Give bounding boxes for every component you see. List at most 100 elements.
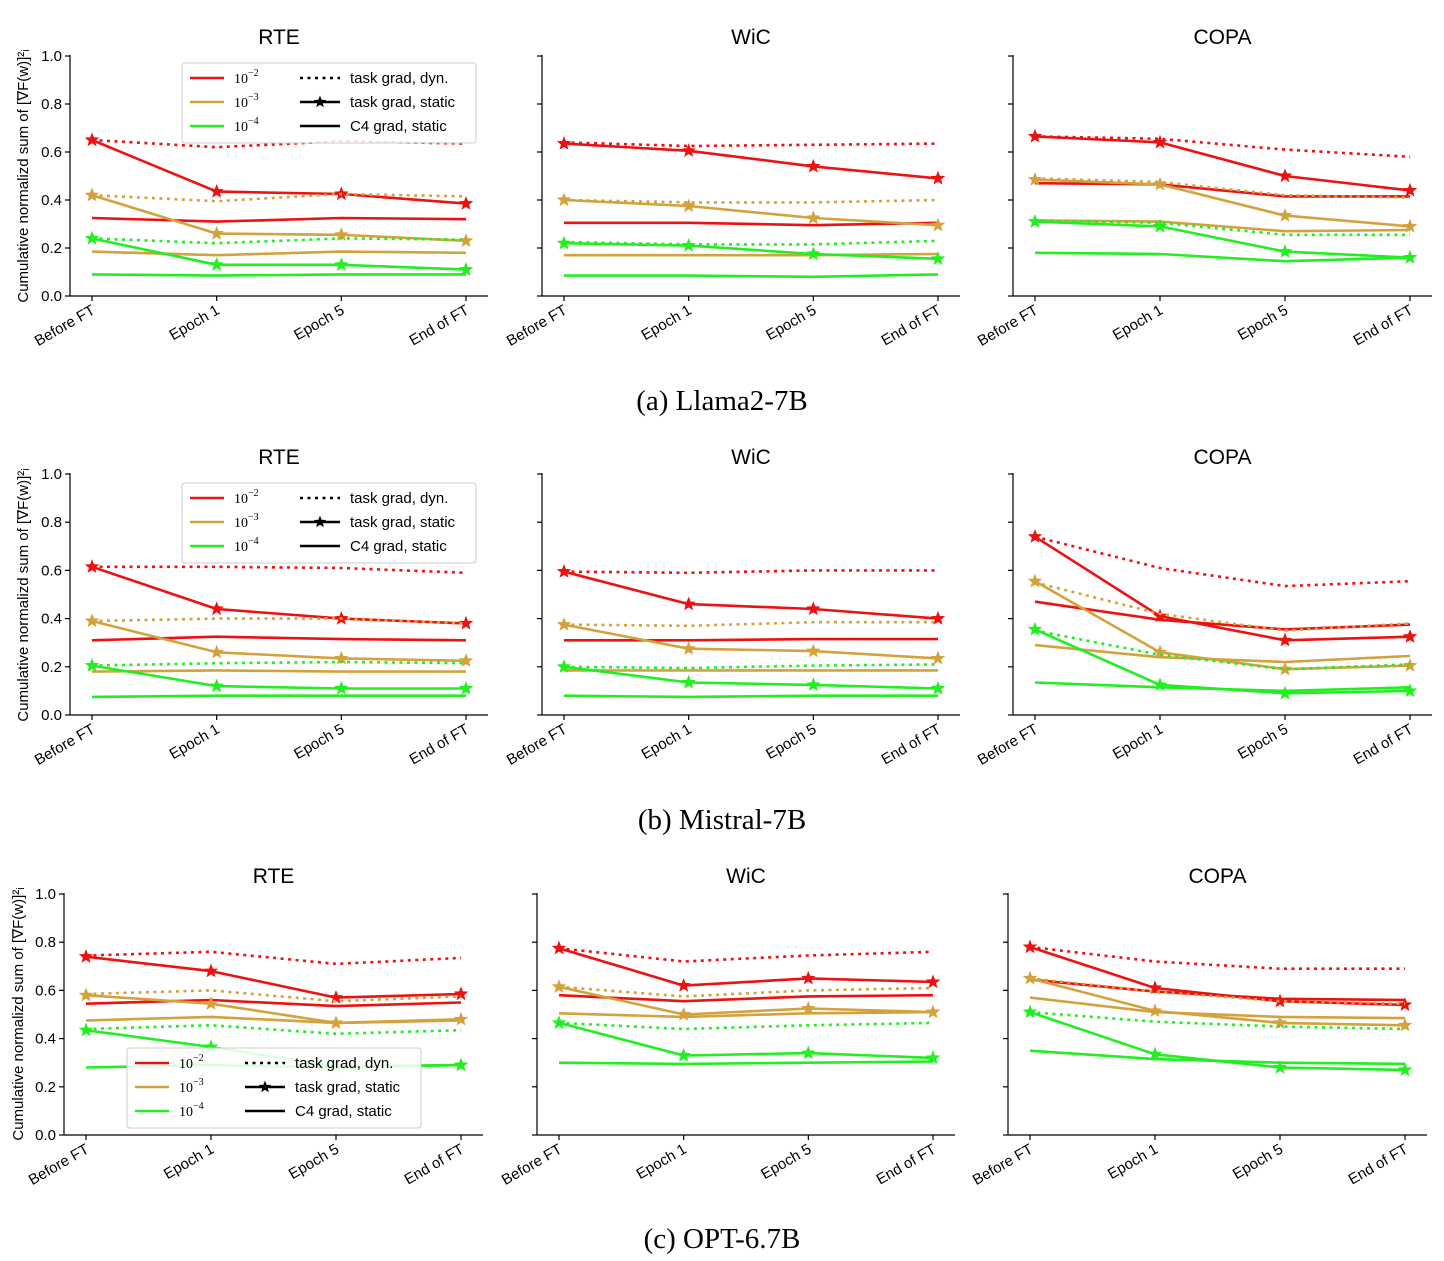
series-line-lr_1e-2-star bbox=[85, 955, 462, 999]
x-tick-label: End of FT bbox=[1350, 721, 1416, 769]
legend: 10−2 10−3 10−4 task grad, dyn. task grad, st… bbox=[181, 62, 477, 144]
x-tick-label: Epoch 5 bbox=[1235, 302, 1291, 344]
series-line-lr_1e-4-dotted bbox=[558, 1021, 934, 1031]
series-line-lr_1e-2-solid bbox=[1034, 600, 1411, 631]
panel-wic: Before FT Epoch 1 Epoch 5 End of FT WiC bbox=[499, 865, 955, 1189]
series-point-lr_1e-4 bbox=[1277, 685, 1293, 700]
series-line-lr_1e-3-dotted bbox=[1034, 581, 1411, 632]
legend-label-lr: 10−4 bbox=[234, 116, 259, 135]
series-line-lr_1e-2-dotted bbox=[1034, 135, 1411, 159]
series-point-lr_1e-3 bbox=[453, 1011, 469, 1026]
x-tick-label: Epoch 5 bbox=[758, 1141, 814, 1183]
legend: 10−2 10−3 10−4 task grad, dyn. task grad, st… bbox=[126, 1047, 422, 1129]
x-tick-label: End of FT bbox=[1345, 1141, 1411, 1189]
series-line-lr_1e-3-dotted bbox=[91, 617, 467, 625]
legend-label-lr: 10−2 bbox=[234, 68, 259, 87]
y-tick-label: 0.0 bbox=[41, 707, 62, 724]
series-line-lr_1e-2-star bbox=[91, 138, 467, 205]
series-line-lr_1e-4-star bbox=[1034, 220, 1411, 259]
series-point-lr_1e-4 bbox=[84, 657, 100, 672]
y-tick-label: 0.8 bbox=[41, 514, 62, 531]
series-point-lr_1e-2 bbox=[1277, 632, 1293, 647]
series-point-lr_1e-4 bbox=[556, 235, 572, 250]
panel-wic: Before FT Epoch 1 Epoch 5 End of FT WiC bbox=[504, 26, 960, 350]
x-tick-label: End of FT bbox=[401, 1141, 467, 1189]
x-tick-label: Before FT bbox=[504, 302, 570, 350]
series-line-lr_1e-2-star bbox=[563, 570, 939, 620]
legend-label-style: C4 grad, static bbox=[350, 118, 447, 135]
legend-label-style: task grad, dyn. bbox=[295, 1055, 393, 1072]
series-point-lr_1e-3 bbox=[551, 979, 567, 993]
series-point-lr_1e-3 bbox=[1402, 218, 1418, 233]
panel-copa: Before FT Epoch 1 Epoch 5 End of FT COPA bbox=[970, 865, 1427, 1189]
series-point-lr_1e-4 bbox=[1152, 218, 1168, 233]
series-point-lr_1e-4 bbox=[1147, 1046, 1163, 1061]
series-point-lr_1e-3 bbox=[801, 1000, 816, 1015]
y-tick-label: 0.0 bbox=[41, 288, 62, 305]
y-tick-label: 1.0 bbox=[41, 466, 62, 483]
panel-copa: Before FT Epoch 1 Epoch 5 End of FT COPA bbox=[975, 26, 1432, 350]
series-line-lr_1e-3-dotted bbox=[85, 989, 462, 1003]
series-point-lr_1e-4 bbox=[1027, 621, 1043, 636]
series-point-lr_1e-4 bbox=[1272, 1059, 1288, 1074]
subfigure-caption: (a) Llama2-7B bbox=[636, 385, 808, 417]
y-tick-label: 0.4 bbox=[35, 1031, 56, 1048]
series-point-lr_1e-3 bbox=[1402, 657, 1418, 672]
series-line-lr_1e-3-dotted bbox=[91, 192, 467, 203]
y-tick-label: 1.0 bbox=[41, 48, 62, 65]
series-line-lr_1e-2-dotted bbox=[92, 565, 467, 575]
series-line-lr_1e-4-dotted bbox=[1029, 1010, 1406, 1031]
series-point-lr_1e-3 bbox=[925, 1004, 941, 1019]
series-point-lr_1e-2 bbox=[84, 559, 100, 573]
legend-label-lr: 10−4 bbox=[179, 1101, 204, 1120]
y-tick-label: 0.0 bbox=[35, 1127, 56, 1144]
panel-title: COPA bbox=[1189, 865, 1247, 888]
series-line-lr_1e-4-dotted bbox=[91, 237, 467, 245]
series-point-lr_1e-4 bbox=[1402, 683, 1418, 698]
series-point-lr_1e-4 bbox=[1022, 1004, 1038, 1019]
series-point-lr_1e-3 bbox=[78, 987, 94, 1002]
series-point-lr_1e-4 bbox=[78, 1022, 94, 1037]
series-line-lr_1e-4-dotted bbox=[91, 660, 467, 667]
series-point-lr_1e-3 bbox=[209, 644, 224, 659]
x-tick-label: Epoch 1 bbox=[1110, 721, 1166, 763]
series-line-lr_1e-3-star bbox=[91, 619, 467, 663]
legend-label-style: task grad, dyn. bbox=[350, 70, 448, 87]
legend-label-style: task grad, static bbox=[350, 94, 456, 111]
x-tick-label: Epoch 1 bbox=[638, 721, 694, 763]
y-tick-label: 0.2 bbox=[41, 240, 62, 257]
series-point-lr_1e-3 bbox=[1152, 644, 1168, 659]
series-line-lr_1e-2-star bbox=[91, 565, 467, 625]
y-tick-label: 0.2 bbox=[35, 1079, 56, 1096]
x-tick-label: Before FT bbox=[26, 1141, 92, 1189]
series-line-lr_1e-4-solid bbox=[563, 694, 938, 699]
series-point-lr_1e-3 bbox=[806, 210, 821, 225]
series-line-lr_1e-2-star bbox=[1034, 135, 1411, 192]
x-tick-label: End of FT bbox=[878, 302, 944, 350]
series-point-lr_1e-2 bbox=[209, 601, 224, 616]
x-tick-label: Epoch 5 bbox=[763, 302, 819, 344]
x-tick-label: Epoch 5 bbox=[291, 721, 347, 763]
series-point-lr_1e-4 bbox=[551, 1015, 567, 1030]
series-line-lr_1e-3-solid bbox=[91, 669, 466, 673]
series-point-lr_1e-2 bbox=[551, 940, 567, 955]
series-line-lr_1e-4-star bbox=[558, 1021, 934, 1060]
series-point-lr_1e-2 bbox=[1152, 134, 1168, 149]
series-point-lr_1e-2 bbox=[203, 963, 219, 978]
series-line-lr_1e-4-solid bbox=[1034, 251, 1411, 263]
legend-label-lr: 10−4 bbox=[234, 536, 259, 555]
series-line-lr_1e-3-dotted bbox=[563, 620, 938, 628]
series-line-lr_1e-2-dotted bbox=[563, 141, 939, 148]
series-point-lr_1e-3 bbox=[806, 643, 821, 658]
subfigure-caption: (c) OPT-6.7B bbox=[644, 1223, 801, 1255]
series-point-lr_1e-4 bbox=[676, 1047, 691, 1062]
series-point-lr_1e-2 bbox=[458, 195, 474, 210]
series-point-lr_1e-3 bbox=[458, 653, 474, 667]
series-point-lr_1e-3 bbox=[1152, 176, 1168, 191]
series-line-lr_1e-4-dotted bbox=[563, 663, 939, 670]
series-point-lr_1e-4 bbox=[334, 257, 349, 272]
series-point-lr_1e-3 bbox=[930, 650, 946, 665]
series-point-lr_1e-2 bbox=[556, 135, 572, 150]
y-tick-label: 0.4 bbox=[41, 192, 62, 209]
series-line-lr_1e-3-star bbox=[563, 623, 939, 660]
